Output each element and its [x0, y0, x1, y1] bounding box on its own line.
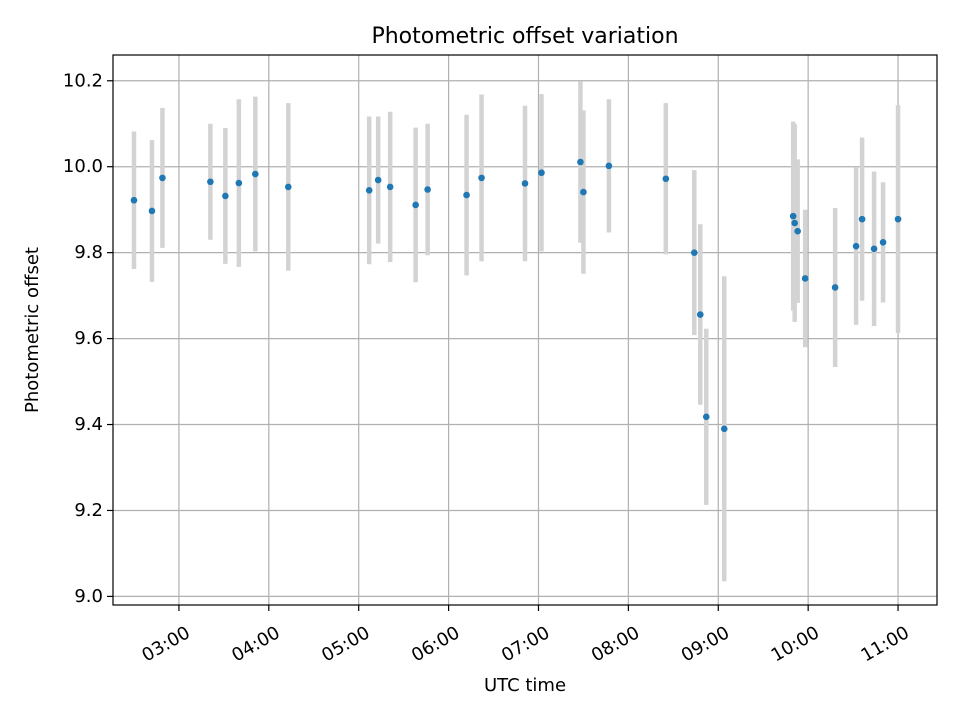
data-point — [521, 180, 529, 187]
data-point — [702, 413, 710, 421]
data-point — [791, 219, 798, 227]
data-point — [720, 425, 728, 433]
data-point — [879, 239, 887, 246]
data-point — [894, 215, 902, 223]
plot-frame — [112, 54, 938, 606]
data-point — [207, 178, 214, 186]
data-point — [794, 227, 801, 235]
data-point — [159, 174, 166, 182]
data-point — [789, 212, 797, 220]
data-point — [252, 170, 259, 178]
data-point — [463, 191, 470, 199]
data-point — [690, 249, 698, 256]
data-point — [801, 275, 809, 282]
data-point — [858, 215, 866, 223]
chart-title: Photometric offset variation — [371, 24, 678, 49]
data-point — [365, 187, 373, 194]
data-point — [386, 183, 394, 191]
y-axis-label: Photometric offset — [22, 247, 43, 413]
y-tick-label: 10.2 — [63, 70, 103, 91]
y-tick-label: 9.8 — [74, 242, 103, 263]
data-point — [696, 311, 704, 318]
data-point — [538, 169, 545, 177]
y-tick-label: 9.6 — [74, 328, 103, 349]
data-point — [412, 201, 419, 209]
data-point — [235, 179, 243, 187]
data-point — [130, 196, 138, 204]
data-point — [284, 183, 292, 191]
data-point — [605, 162, 613, 170]
y-axis: 9.0 9.2 9.4 9.6 9.8 10.0 10.2 — [63, 70, 113, 607]
data-point — [424, 186, 431, 193]
data-point — [662, 175, 670, 183]
data-point — [148, 207, 156, 215]
data-point — [852, 242, 860, 250]
data-point — [222, 192, 229, 200]
y-tick-label: 9.0 — [74, 586, 103, 607]
data-point — [870, 245, 878, 253]
y-tick-label: 10.0 — [63, 156, 103, 177]
x-axis-label: UTC time — [484, 675, 566, 696]
data-points — [130, 158, 902, 433]
y-tick-label: 9.2 — [74, 500, 103, 521]
data-point — [580, 188, 587, 196]
y-tick-label: 9.4 — [74, 414, 103, 435]
data-point — [374, 176, 382, 184]
data-point — [478, 174, 485, 182]
data-point — [577, 158, 584, 166]
data-point — [831, 284, 839, 291]
